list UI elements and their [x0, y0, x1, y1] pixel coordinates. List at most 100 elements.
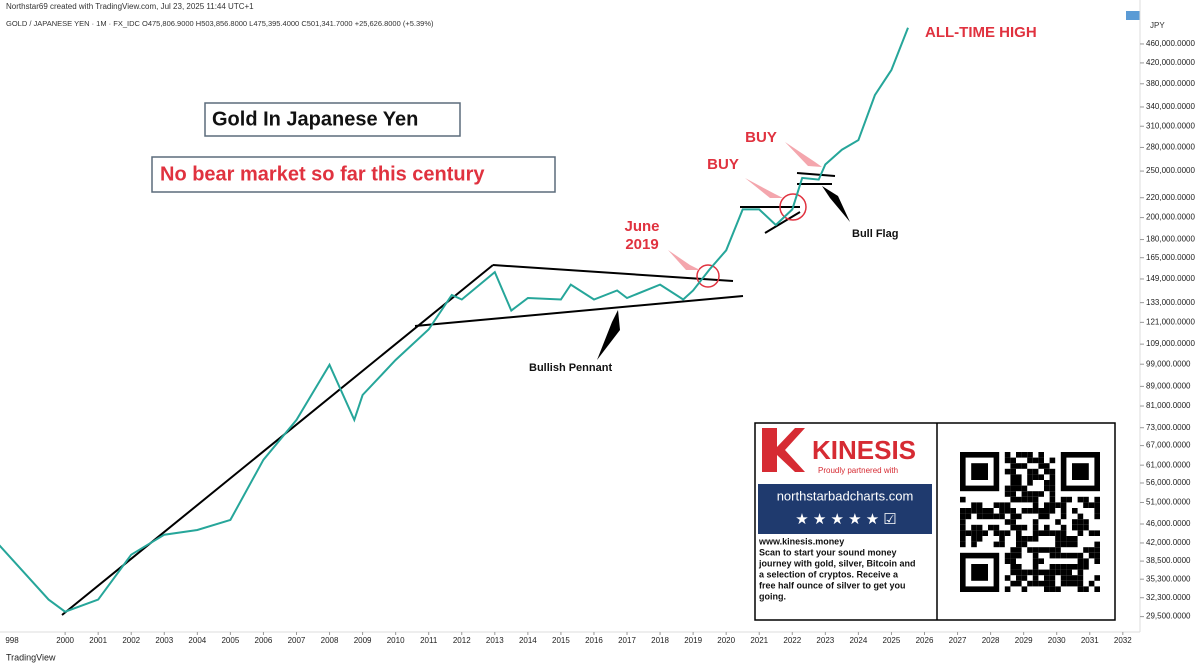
- x-tick-label: 2032: [1114, 636, 1132, 645]
- x-tick-label: 2005: [221, 636, 239, 645]
- qr-cell: [1021, 463, 1028, 469]
- annotation-subtitle: No bear market so far this century: [160, 163, 485, 185]
- qr-cell: [1016, 452, 1022, 458]
- qr-cell: [1021, 586, 1028, 592]
- flag-icon: [1126, 11, 1140, 20]
- qr-cell: [999, 536, 1005, 542]
- qr-cell: [960, 513, 966, 520]
- qr-cell: [1010, 474, 1016, 480]
- qr-cell: [1027, 580, 1033, 587]
- qr-cell: [1027, 452, 1033, 458]
- y-tick-label: 165,000.0000: [1146, 253, 1195, 262]
- qr-cell: [1072, 575, 1078, 581]
- trend-line: [61, 264, 494, 616]
- qr-cell: [1010, 457, 1016, 464]
- qr-cell: [1055, 564, 1061, 570]
- qr-cell: [1027, 496, 1033, 503]
- qr-cell: [1055, 502, 1061, 508]
- qr-cell: [1088, 547, 1095, 553]
- qr-cell: [1010, 468, 1016, 475]
- qr-cell: [1016, 547, 1022, 553]
- qr-cell: [1044, 586, 1050, 592]
- qr-cell: [1077, 586, 1084, 592]
- qr-cell: [960, 496, 966, 503]
- annotation-june: June: [624, 218, 659, 235]
- qr-cell: [1016, 463, 1022, 469]
- annotation-title: Gold In Japanese Yen: [212, 108, 418, 130]
- qr-cell: [1066, 541, 1072, 548]
- qr-cell: [1077, 575, 1084, 581]
- y-tick-label: 220,000.0000: [1146, 193, 1195, 202]
- y-tick-label: 420,000.0000: [1146, 58, 1195, 67]
- qr-cell: [1066, 575, 1072, 581]
- qr-cell: [1032, 547, 1039, 553]
- qr-cell: [1016, 474, 1022, 480]
- qr-cell: [1049, 508, 1056, 514]
- qr-cell: [1032, 519, 1039, 525]
- qr-cell: [1049, 552, 1056, 559]
- qr-cell: [1083, 558, 1089, 564]
- qr-cell: [960, 519, 966, 525]
- qr-cell: [960, 530, 966, 536]
- qr-cell: [1077, 496, 1084, 503]
- y-tick-label: 38,500.0000: [1146, 556, 1191, 565]
- qr-cell: [1004, 586, 1011, 592]
- qr-cell: [1094, 575, 1100, 581]
- ad-url: www.kinesis.money: [758, 536, 844, 546]
- qr-cell: [1072, 541, 1078, 548]
- qr-cell: [1044, 508, 1050, 514]
- y-tick-label: 310,000.0000: [1146, 121, 1195, 130]
- annotation-buy: BUY: [707, 156, 739, 173]
- qr-cell: [1083, 564, 1089, 570]
- qr-cell: [976, 508, 983, 514]
- pennant-top: [492, 264, 734, 282]
- qr-cell: [1016, 552, 1022, 559]
- qr-cell: [1027, 536, 1033, 542]
- x-tick-label: 998: [5, 636, 19, 645]
- y-tick-label: 380,000.0000: [1146, 79, 1195, 88]
- qr-cell: [1077, 513, 1084, 520]
- qr-cell: [1038, 530, 1044, 536]
- qr-finder: [1072, 463, 1089, 480]
- qr-cell: [1083, 502, 1089, 508]
- qr-cell: [982, 513, 988, 520]
- qr-cell: [1060, 496, 1067, 503]
- qr-cell: [1032, 474, 1039, 480]
- qr-cell: [1083, 586, 1089, 592]
- x-tick-label: 2002: [122, 636, 140, 645]
- qr-cell: [1055, 569, 1061, 576]
- qr-cell: [1016, 513, 1022, 520]
- qr-cell: [971, 502, 977, 508]
- qr-cell: [1060, 513, 1067, 520]
- qr-cell: [993, 530, 1000, 536]
- qr-cell: [1016, 564, 1022, 570]
- y-tick-label: 42,000.0000: [1146, 538, 1191, 547]
- qr-cell: [1032, 558, 1039, 564]
- x-tick-label: 2020: [717, 636, 735, 645]
- arrow: [822, 186, 850, 222]
- qr-cell: [1010, 524, 1016, 531]
- qr-cell: [1044, 524, 1050, 531]
- qr-cell: [1038, 452, 1044, 458]
- highlight-circle: [779, 193, 807, 221]
- qr-cell: [1094, 586, 1100, 592]
- y-tick-label: 29,500.0000: [1146, 612, 1191, 621]
- qr-cell: [1016, 536, 1022, 542]
- y-tick-label: 109,000.0000: [1146, 339, 1195, 348]
- ad-text-line: free half ounce of silver to get you: [759, 580, 906, 590]
- qr-cell: [1060, 536, 1067, 542]
- qr-cell: [1044, 580, 1050, 587]
- title-box: [204, 102, 461, 137]
- qr-cell: [1094, 552, 1100, 559]
- x-tick-label: 2017: [618, 636, 636, 645]
- qr-cell: [1021, 575, 1028, 581]
- qr-cell: [1060, 552, 1067, 559]
- qr-cell: [1060, 580, 1067, 587]
- y-tick-label: 340,000.0000: [1146, 102, 1195, 111]
- qr-cell: [1010, 508, 1016, 514]
- qr-cell: [1072, 564, 1078, 570]
- qr-cell: [976, 502, 983, 508]
- qr-cell: [993, 502, 1000, 508]
- qr-cell: [1032, 552, 1039, 559]
- qr-cell: [1055, 519, 1061, 525]
